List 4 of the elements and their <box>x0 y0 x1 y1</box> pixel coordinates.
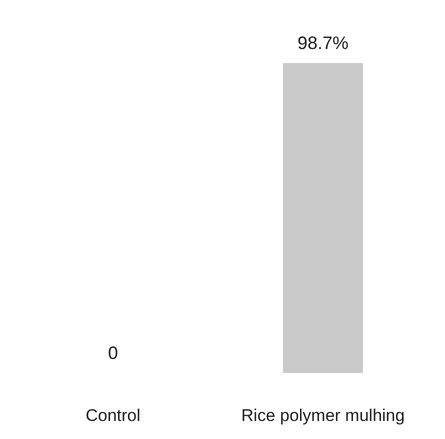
x-tick-label: Control <box>86 406 140 426</box>
x-tick-label: Rice polymer mulhing <box>241 406 405 426</box>
data-label: 98.7% <box>297 33 349 53</box>
data-label: 0 <box>108 343 118 363</box>
